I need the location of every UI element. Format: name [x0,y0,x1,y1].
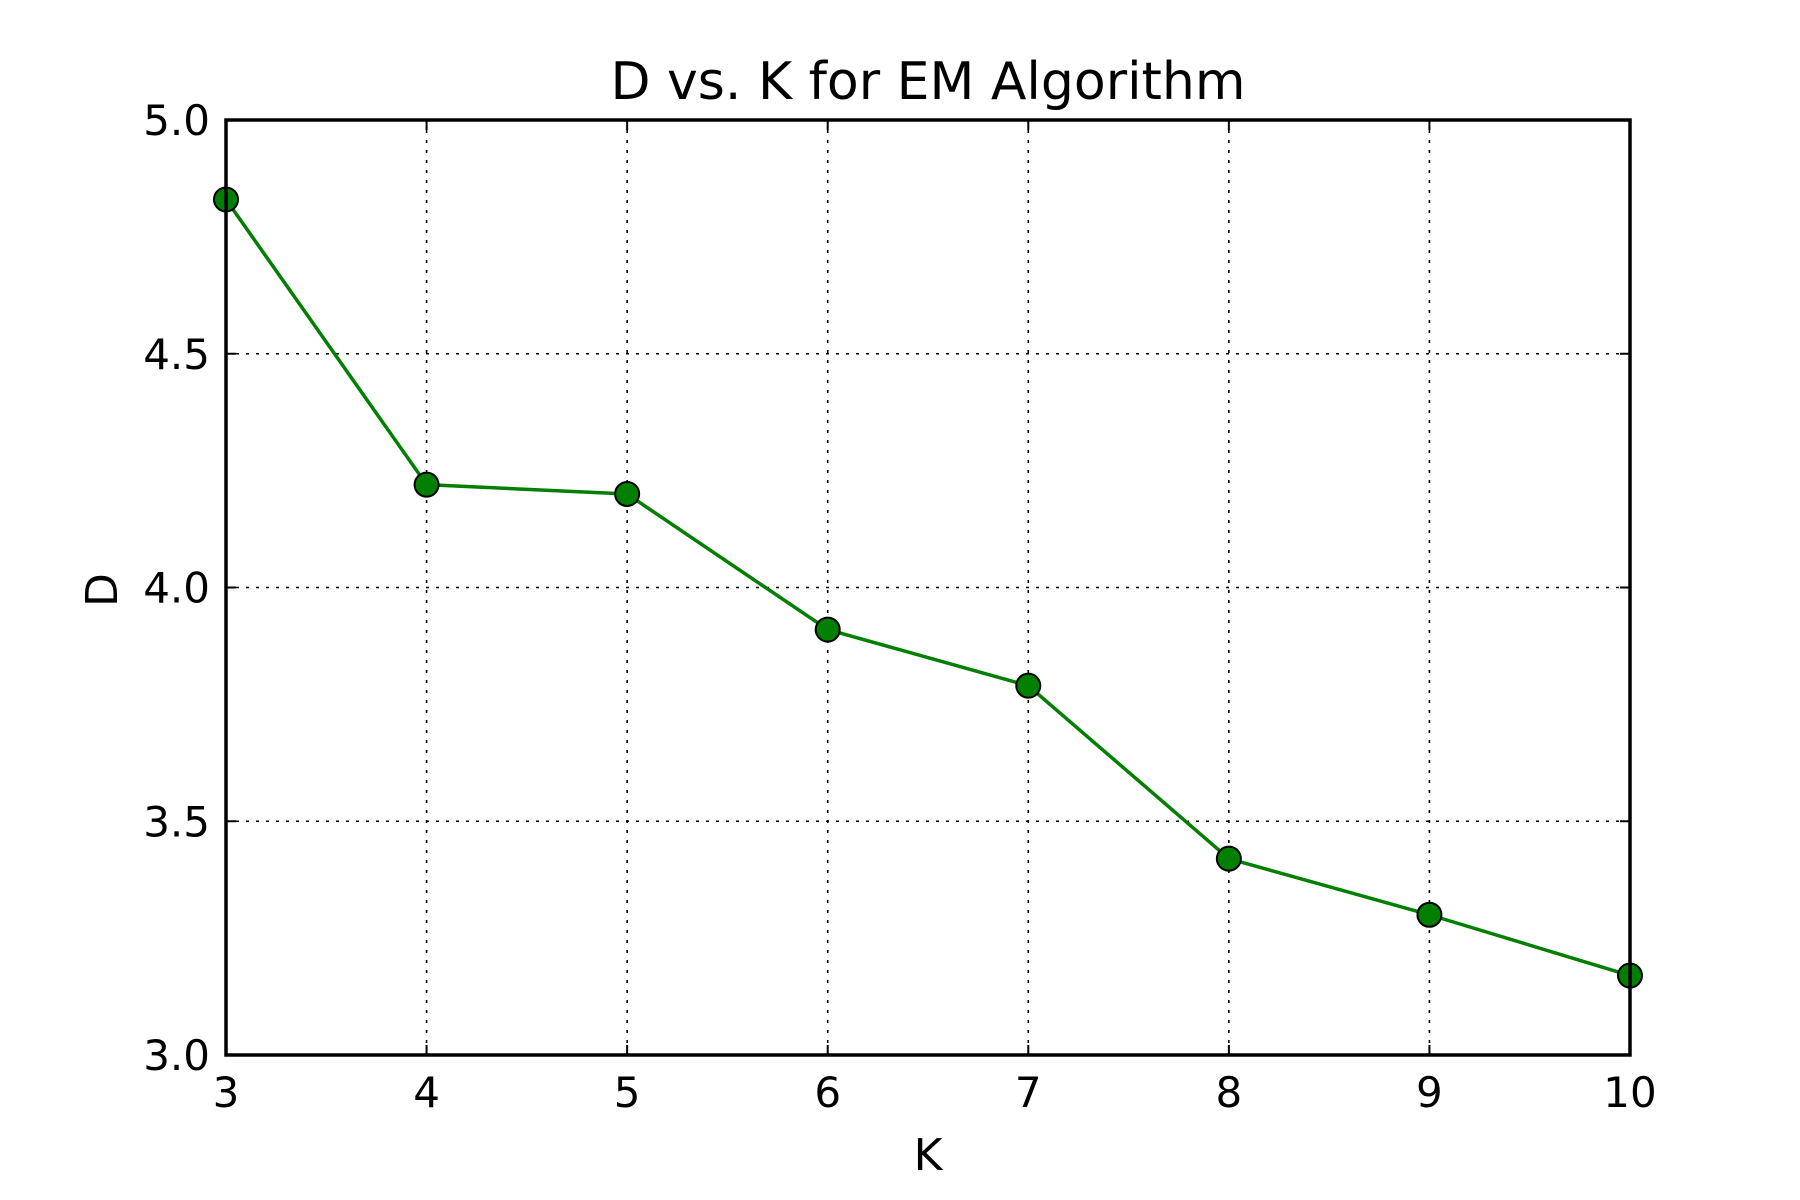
series-line [224,198,1631,978]
x-tick-label: 10 [1603,1068,1656,1117]
x-axis-label: K [914,1130,944,1181]
data-point [814,616,841,643]
data-point [1416,901,1443,928]
y-tick-label: 3.5 [143,797,210,846]
y-axis-label: D [77,573,128,607]
data-point [413,471,440,498]
y-tick-label: 4.0 [143,564,210,613]
data-point [1215,845,1242,872]
x-tick-label: 5 [614,1068,641,1117]
y-tick-label: 5.0 [143,96,210,145]
x-tick-label: 4 [413,1068,440,1117]
x-tick-label: 8 [1215,1068,1242,1117]
ticks: 3 4 5 6 7 8 9 10 3.0 3.5 4.0 4.5 5.0 [143,96,1657,1117]
series-layer [213,186,1643,989]
x-tick-label: 7 [1015,1068,1042,1117]
chart-title: D vs. K for EM Algorithm [610,52,1245,112]
x-tick-label: 9 [1416,1068,1443,1117]
data-point [614,481,641,507]
x-tick-label: 6 [814,1068,841,1117]
x-tick-label: 3 [213,1068,240,1117]
data-point [1015,672,1042,699]
y-tick-label: 4.5 [143,330,210,379]
y-tick-label: 3.0 [143,1031,210,1080]
grid [226,120,1630,1055]
